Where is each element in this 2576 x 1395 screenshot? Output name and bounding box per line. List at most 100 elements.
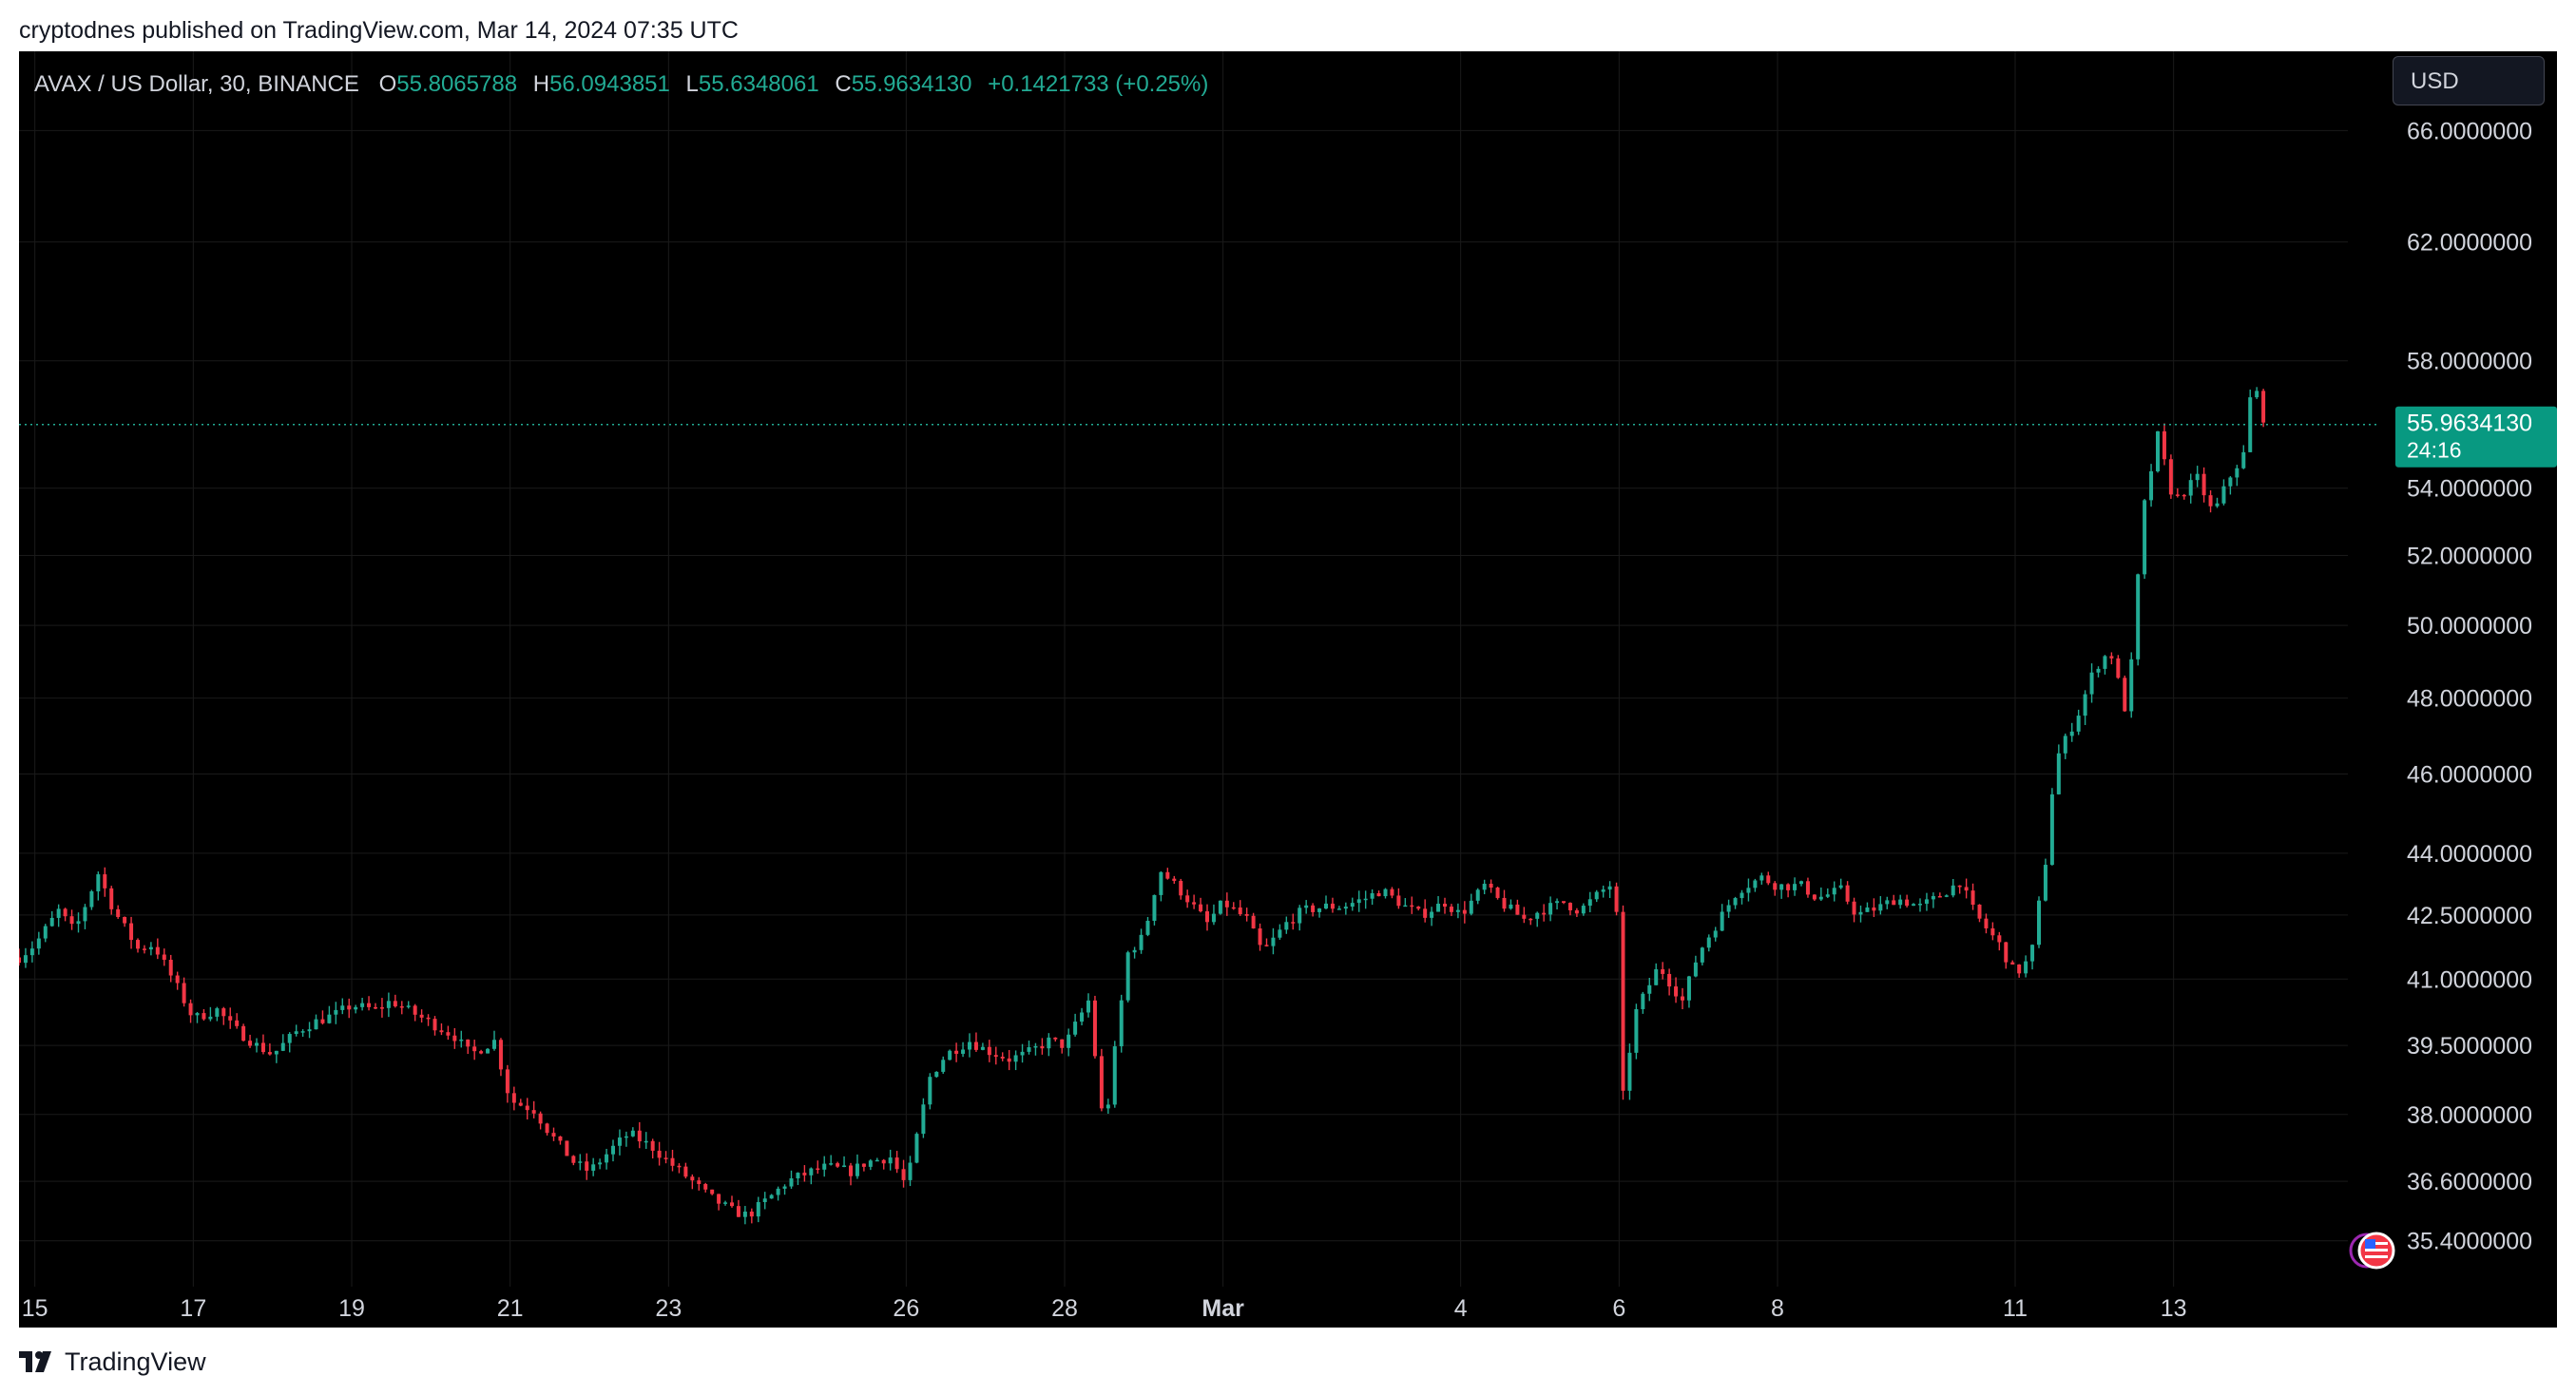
candle [433, 1016, 437, 1036]
candle-body [2195, 473, 2200, 481]
candle-body [1997, 935, 2002, 943]
candle [1007, 1049, 1011, 1071]
candle-body [2030, 945, 2035, 962]
candle [1759, 872, 1764, 885]
candle [1469, 893, 1473, 916]
candle [374, 1003, 377, 1010]
tradingview-brand[interactable]: TradingView [19, 1347, 206, 1376]
candle-body [836, 1163, 840, 1167]
candle-body [327, 1014, 332, 1023]
candle [961, 1041, 966, 1058]
candle-body [1838, 885, 1843, 889]
candle-body [1779, 884, 1784, 890]
candle-body [1159, 871, 1163, 895]
us-flag-icon[interactable] [2357, 1232, 2395, 1270]
candle-body [1627, 1052, 1632, 1091]
candle [617, 1129, 622, 1156]
candle-body [433, 1019, 437, 1031]
candle [1924, 892, 1929, 911]
candle-body [849, 1165, 853, 1176]
candle-body [822, 1163, 827, 1170]
price-tag-value: 55.9634130 [2407, 411, 2532, 437]
candle-body [1278, 929, 1282, 938]
candle [1912, 903, 1916, 907]
candle [1753, 878, 1758, 892]
candle-body [2010, 962, 2015, 965]
candle-body [1430, 911, 1434, 918]
candle [598, 1158, 603, 1170]
candle [1423, 899, 1428, 923]
candle-body [2069, 731, 2074, 736]
candle-body [1356, 899, 1361, 904]
price-tick-label: 41.0000000 [2407, 966, 2532, 993]
candle-body [868, 1160, 873, 1167]
candle [2096, 666, 2101, 678]
candle [1627, 1043, 1632, 1100]
candle-body [928, 1077, 932, 1105]
candle [1548, 896, 1553, 922]
candle [1013, 1050, 1018, 1071]
symbol-title[interactable]: AVAX / US Dollar, 30, BINANCE [34, 71, 359, 97]
candle [1020, 1043, 1025, 1063]
candle [2208, 490, 2213, 513]
candle [1528, 918, 1533, 926]
candle [1482, 879, 1487, 895]
currency-button[interactable]: USD [2393, 56, 2545, 105]
candle-body [730, 1202, 734, 1207]
candle-body [1753, 880, 1758, 889]
candle-body [1060, 1039, 1065, 1048]
candle [1356, 890, 1361, 912]
candle [1099, 1048, 1104, 1112]
candle-body [908, 1162, 913, 1180]
candle-body [842, 1165, 847, 1168]
time-axis[interactable]: 15 17 19 21 23 26 28 Mar 4 6 8 11 13 [22, 1295, 2187, 1322]
candle-body [875, 1159, 879, 1162]
candle [2143, 499, 2147, 580]
price-tag-box [2395, 406, 2557, 468]
candle-body [29, 948, 34, 956]
candle [697, 1176, 702, 1191]
candle-body [472, 1046, 477, 1052]
candle-body [2208, 495, 2213, 506]
candle [1105, 1099, 1110, 1114]
candle-body [1224, 900, 1229, 908]
candle [1000, 1052, 1005, 1061]
candle-body [1370, 892, 1375, 899]
price-axis[interactable]: 66.0000000 62.0000000 58.0000000 54.0000000… [2407, 118, 2532, 1254]
candle-body [1284, 922, 1289, 930]
candle [2168, 454, 2173, 499]
candle-body [76, 921, 81, 925]
candle [2017, 964, 2022, 978]
candle [1086, 993, 1090, 1018]
candle-body [36, 938, 41, 949]
candle-body [1185, 895, 1190, 903]
brand-name: TradingView [65, 1347, 206, 1376]
candle [1053, 1037, 1058, 1042]
candle [558, 1136, 563, 1145]
candle [842, 1156, 847, 1168]
candlestick-chart[interactable]: 66.0000000 62.0000000 58.0000000 54.0000000… [19, 51, 2557, 1328]
candle-body [188, 1003, 193, 1016]
price-tick-label: 36.6000000 [2407, 1169, 2532, 1195]
candle-body [446, 1032, 451, 1036]
candle-body [558, 1136, 563, 1141]
time-tick-label: 4 [1454, 1295, 1468, 1322]
candle [1805, 877, 1810, 898]
candle-body [1984, 918, 1989, 928]
candle-body [1872, 907, 1876, 911]
candle-body [1291, 922, 1296, 924]
candle [1376, 890, 1381, 897]
candle-body [1218, 900, 1222, 914]
candle-body [1040, 1045, 1045, 1049]
candle [2182, 493, 2186, 500]
candle [129, 916, 134, 949]
candle-body [413, 1005, 417, 1015]
candle [2162, 423, 2166, 466]
candle-body [2175, 494, 2180, 496]
candle-body [710, 1189, 715, 1194]
candle-body [1647, 984, 1652, 994]
candle-body [2228, 477, 2233, 487]
candle-body [123, 916, 127, 924]
chart-area[interactable]: 66.0000000 62.0000000 58.0000000 54.0000000… [19, 51, 2557, 1328]
candle-body [307, 1029, 312, 1032]
